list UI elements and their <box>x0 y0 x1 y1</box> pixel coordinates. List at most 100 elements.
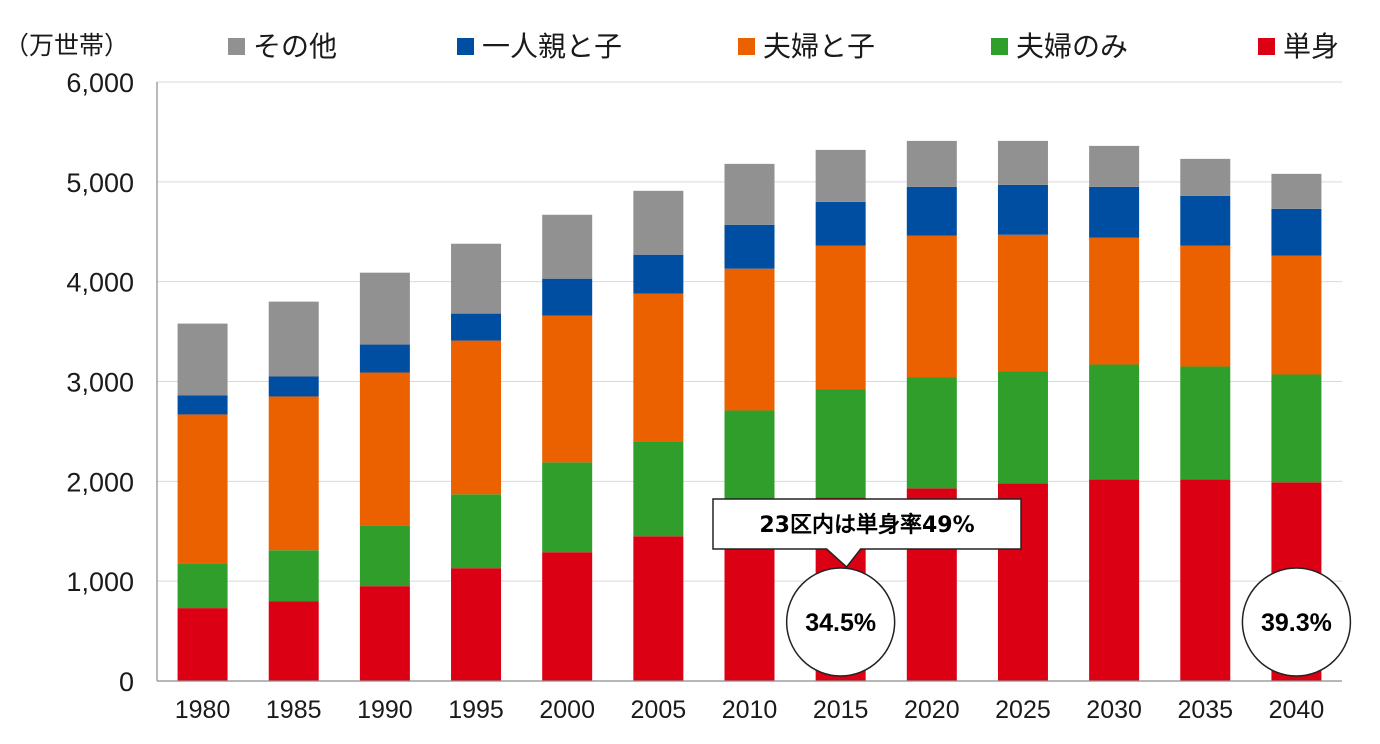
y-tick-label: 2,000 <box>66 467 134 497</box>
y-tick-label: 1,000 <box>66 567 134 597</box>
bar-segment <box>633 441 684 537</box>
callout-box <box>712 498 1022 569</box>
bar-segment <box>451 243 502 314</box>
x-tick-label: 1990 <box>357 696 413 724</box>
bar-segment <box>1180 479 1231 681</box>
x-tick-label: 2035 <box>1177 696 1233 724</box>
bar-segment <box>451 494 502 569</box>
legend-swatch <box>457 38 474 55</box>
bar-segment <box>1089 364 1140 480</box>
bar-segment <box>1180 245 1231 367</box>
bar-segment <box>177 608 228 681</box>
bar-segment <box>1180 195 1231 246</box>
x-tick-label: 2040 <box>1269 696 1325 724</box>
x-tick-label: 2025 <box>995 696 1051 724</box>
bar-segment <box>542 278 593 316</box>
bar-segment <box>1271 255 1322 375</box>
bar-segment <box>1271 374 1322 483</box>
bar-segment <box>359 525 410 587</box>
bar-segment <box>1271 208 1322 256</box>
legend: その他 一人親と子 夫婦と子 夫婦のみ 単身 <box>228 30 1339 63</box>
bar-segment <box>1180 366 1231 480</box>
bar-segment <box>1180 158 1231 196</box>
annotations: 23区内は単身率49% 34.5% 39.3% <box>712 498 1352 677</box>
bar-segment <box>542 315 593 463</box>
x-tick-label: 1980 <box>175 696 231 724</box>
bar-segment <box>724 224 775 269</box>
bar-segment <box>177 395 228 415</box>
legend-label: 夫婦と子 <box>763 30 875 63</box>
y-tick-label: 0 <box>119 667 134 697</box>
bar-segment <box>997 140 1048 185</box>
y-tick-label: 6,000 <box>66 68 134 98</box>
x-tick-label: 2020 <box>904 696 960 724</box>
bar-segment <box>268 376 319 397</box>
bar-segment <box>1271 173 1322 209</box>
bar-segment <box>542 462 593 553</box>
x-tick-label: 1995 <box>448 696 504 724</box>
bar-segment <box>633 536 684 681</box>
percentage-circle-text: 39.3% <box>1261 609 1332 637</box>
percentage-circle-text: 34.5% <box>805 609 876 637</box>
y-tick-label: 5,000 <box>66 168 134 198</box>
x-tick-label: 2015 <box>813 696 869 724</box>
bar-segment <box>1089 479 1140 681</box>
bar-segment <box>724 410 775 514</box>
legend-swatch <box>228 38 245 55</box>
bar-segment <box>1089 145 1140 187</box>
bar-segment <box>815 389 866 498</box>
bar-segment <box>906 377 957 489</box>
bar-segment <box>268 301 319 377</box>
y-tick-label: 4,000 <box>66 268 134 298</box>
bar-segment <box>451 313 502 341</box>
bar-segment <box>997 184 1048 235</box>
bar-segment <box>359 272 410 345</box>
bar-segment <box>633 254 684 294</box>
legend-label: 一人親と子 <box>482 30 622 63</box>
callout-text: 23区内は単身率49% <box>759 512 974 538</box>
y-tick-label: 3,000 <box>66 368 134 398</box>
bar-segment <box>177 563 228 609</box>
legend-swatch <box>738 38 755 55</box>
x-tick-label: 2030 <box>1086 696 1142 724</box>
y-unit-label: （万世帯） <box>4 31 129 60</box>
x-axis: 1980 1985 1990 1995 2000 2005 2010 2015 2020 2025… <box>157 680 1342 724</box>
x-tick-label: 1985 <box>266 696 322 724</box>
bar-segment <box>451 340 502 495</box>
percentage-circle <box>785 567 896 677</box>
legend-label: その他 <box>253 30 337 63</box>
bar-segment <box>542 552 593 681</box>
bar-segment <box>906 235 957 378</box>
percentage-circle <box>1241 567 1352 677</box>
bar-segment <box>815 149 866 202</box>
bar-segment <box>268 396 319 551</box>
bar-segment <box>177 414 228 564</box>
legend-label: 単身 <box>1283 30 1339 63</box>
bar-segment <box>542 214 593 279</box>
bar-segment <box>633 293 684 442</box>
bar-segment <box>1089 186 1140 238</box>
bar-stacks <box>177 140 1322 681</box>
bar-segment <box>815 201 866 246</box>
legend-label: 夫婦のみ <box>1016 30 1128 63</box>
bar-segment <box>997 371 1048 484</box>
y-axis: 0 1,000 2,000 3,000 4,000 5,000 6,000 <box>66 68 158 697</box>
bar-segment <box>906 186 957 236</box>
bar-segment <box>997 234 1048 372</box>
bar-segment <box>268 601 319 681</box>
bar-segment <box>359 586 410 681</box>
legend-swatch <box>991 38 1008 55</box>
bar-segment <box>451 568 502 681</box>
legend-swatch <box>1258 38 1275 55</box>
x-tick-label: 2005 <box>631 696 687 724</box>
bar-segment <box>359 372 410 526</box>
x-tick-label: 2000 <box>539 696 595 724</box>
bar-segment <box>1089 237 1140 365</box>
bar-segment <box>359 344 410 373</box>
bar-segment <box>177 323 228 396</box>
bar-segment <box>906 140 957 187</box>
bar-segment <box>724 163 775 225</box>
bar-segment <box>724 268 775 411</box>
bar-segment <box>633 190 684 255</box>
